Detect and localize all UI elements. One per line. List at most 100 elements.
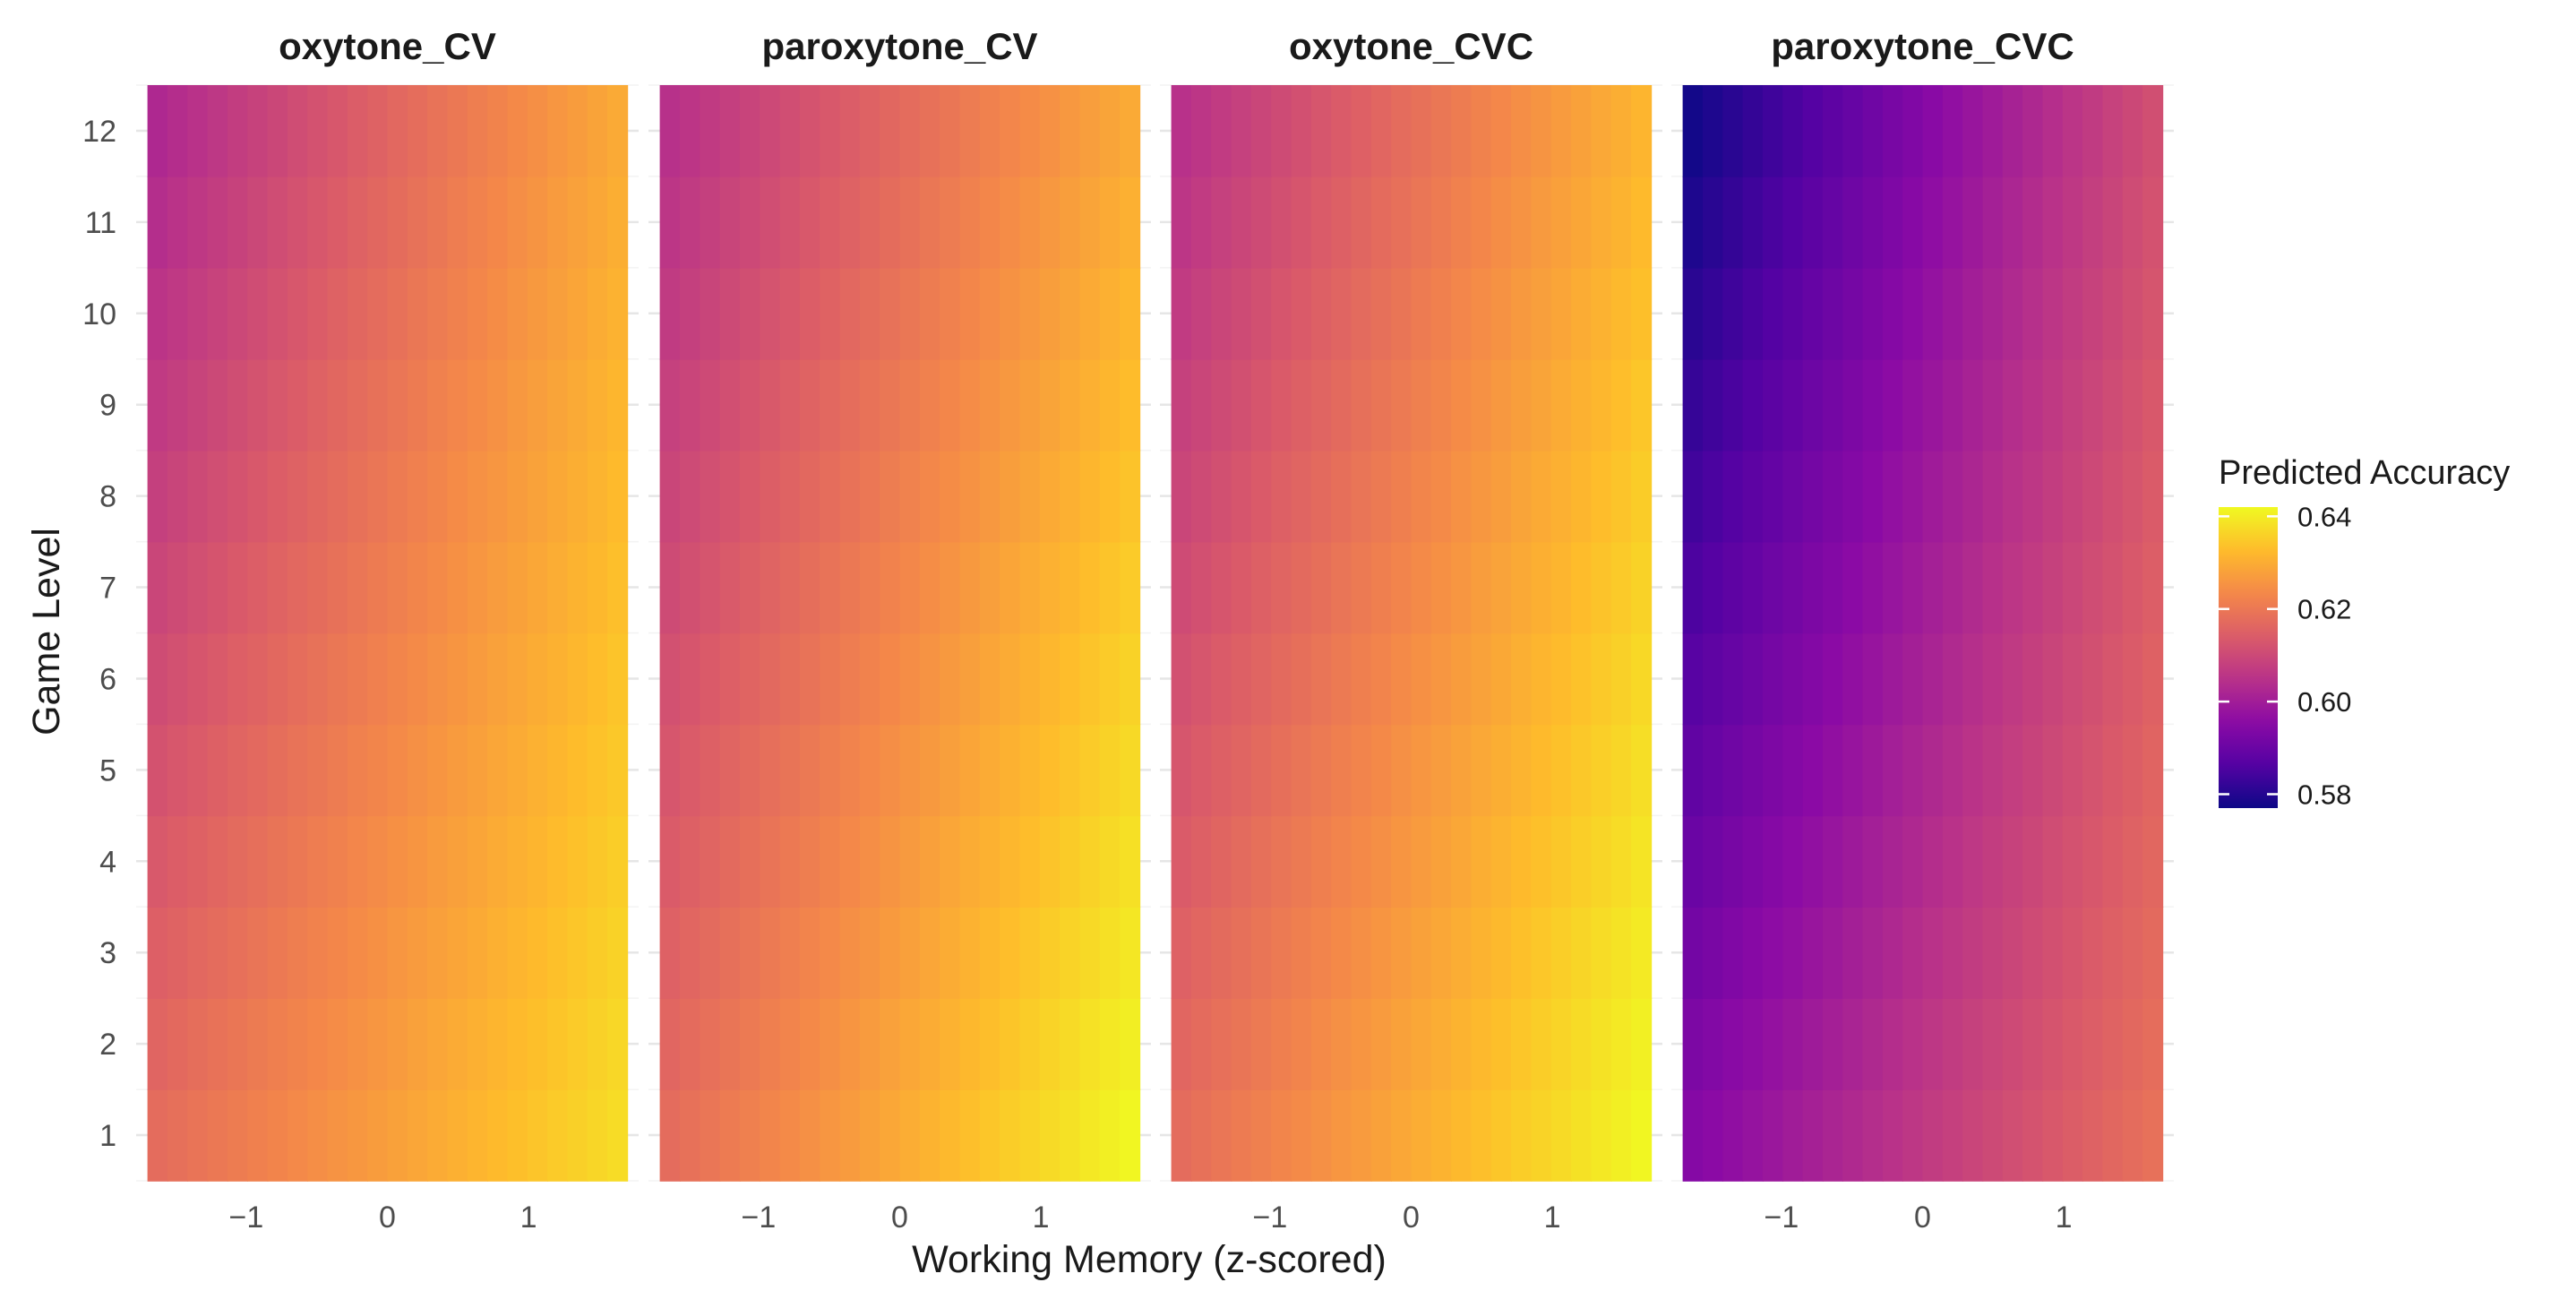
heatmap-tile xyxy=(307,358,329,452)
heatmap-tile xyxy=(2142,998,2164,1090)
heatmap-tile xyxy=(1882,1089,1903,1182)
heatmap-tile xyxy=(739,815,761,908)
heatmap-tile xyxy=(2042,1089,2064,1182)
heatmap-tile xyxy=(1922,176,1944,269)
heatmap-tile xyxy=(1039,724,1060,817)
heatmap-tile xyxy=(1490,358,1512,452)
heatmap-tile xyxy=(507,632,528,726)
heatmap-tile xyxy=(1250,450,1273,543)
y-tick-label: 1 xyxy=(99,1119,116,1153)
heatmap-tile xyxy=(1762,724,1784,817)
heatmap-tile xyxy=(2022,541,2044,634)
heatmap-tile xyxy=(307,85,329,177)
heatmap-tile xyxy=(2082,176,2104,269)
heatmap-tile xyxy=(167,1089,189,1182)
heatmap-tile xyxy=(1211,632,1232,726)
heatmap-tile xyxy=(940,358,961,452)
heatmap-tile xyxy=(547,998,569,1090)
heatmap-tile xyxy=(1099,176,1121,269)
heatmap-tile xyxy=(1060,85,1081,177)
heatmap-tile xyxy=(1291,998,1312,1090)
heatmap-tile xyxy=(447,358,468,452)
heatmap-tile xyxy=(940,907,961,999)
y-tick-label: 7 xyxy=(99,572,116,606)
heatmap-tile xyxy=(739,85,761,177)
y-tick-label: 10 xyxy=(82,297,116,331)
heatmap-tile xyxy=(940,176,961,269)
heatmap-tile xyxy=(347,267,368,360)
heatmap-tile xyxy=(1351,1089,1372,1182)
heatmap-tile xyxy=(147,815,168,908)
heatmap-tile xyxy=(679,85,701,177)
heatmap-tile xyxy=(607,1089,629,1182)
heatmap-tile xyxy=(719,176,741,269)
heatmap-tile xyxy=(839,907,861,999)
heatmap-tile xyxy=(1842,85,1864,177)
heatmap-tile xyxy=(207,998,228,1090)
heatmap-tile xyxy=(2142,85,2164,177)
heatmap-tile xyxy=(1902,450,1924,543)
heatmap-tile xyxy=(1511,358,1533,452)
heatmap-tile xyxy=(1591,85,1612,177)
heatmap-tile xyxy=(1060,998,1081,1090)
heatmap-tile xyxy=(1742,176,1764,269)
heatmap-tile xyxy=(2042,450,2064,543)
heatmap-tile xyxy=(1271,724,1292,817)
heatmap-tile xyxy=(1490,632,1512,726)
heatmap-tile xyxy=(1982,998,2004,1090)
heatmap-tile xyxy=(327,176,348,269)
heatmap-tile xyxy=(1782,724,1804,817)
heatmap-tile xyxy=(1942,998,1963,1090)
heatmap-tile xyxy=(739,267,761,360)
heatmap-tile xyxy=(1902,358,1924,452)
heatmap-tile xyxy=(739,1089,761,1182)
heatmap-tile xyxy=(1451,1089,1473,1182)
legend-title: Predicted Accuracy xyxy=(2219,454,2510,492)
heatmap-tile xyxy=(2042,541,2064,634)
heatmap-tile xyxy=(2002,1089,2023,1182)
heatmap-tile xyxy=(919,1089,940,1182)
heatmap-tile xyxy=(1211,176,1232,269)
heatmap-tile xyxy=(1211,267,1232,360)
heatmap-tile xyxy=(1000,815,1021,908)
heatmap-tile xyxy=(1331,358,1352,452)
heatmap-tile xyxy=(487,358,509,452)
heatmap-tile xyxy=(880,85,901,177)
heatmap-tile xyxy=(407,815,428,908)
heatmap-tile xyxy=(427,815,449,908)
heatmap-tile xyxy=(1430,1089,1452,1182)
heatmap-tile xyxy=(1351,632,1372,726)
heatmap-tile xyxy=(979,267,1000,360)
heatmap-tile xyxy=(147,632,168,726)
heatmap-tile xyxy=(1471,724,1492,817)
x-tick-label: 0 xyxy=(1403,1200,1420,1235)
heatmap-tile xyxy=(1610,450,1632,543)
heatmap-tile xyxy=(2022,815,2044,908)
heatmap-tile xyxy=(1331,85,1352,177)
heatmap-tile xyxy=(1060,358,1081,452)
heatmap-tile xyxy=(679,998,701,1090)
heatmap-tile xyxy=(527,450,548,543)
heatmap-tile xyxy=(2062,450,2083,543)
heatmap-tile xyxy=(2002,176,2023,269)
heatmap-tile xyxy=(859,815,880,908)
heatmap-tile xyxy=(2102,907,2124,999)
heatmap-tile xyxy=(387,724,408,817)
heatmap-tile xyxy=(1550,998,1572,1090)
heatmap-tile xyxy=(1190,541,1213,634)
heatmap-tile xyxy=(367,450,389,543)
heatmap-tile xyxy=(1211,907,1232,999)
heatmap-tile xyxy=(700,632,721,726)
heatmap-tile xyxy=(1079,815,1101,908)
heatmap-tile xyxy=(1591,815,1612,908)
heatmap-tile xyxy=(2122,1089,2143,1182)
heatmap-tile xyxy=(1682,1089,1704,1182)
heatmap-tile xyxy=(1802,450,1824,543)
heatmap-tile xyxy=(659,541,681,634)
heatmap-tile xyxy=(1742,1089,1764,1182)
heatmap-tile xyxy=(327,358,348,452)
heatmap-tile xyxy=(839,1089,861,1182)
heatmap-tile xyxy=(1231,815,1252,908)
heatmap-tile xyxy=(607,724,629,817)
heatmap-tile xyxy=(2082,358,2104,452)
